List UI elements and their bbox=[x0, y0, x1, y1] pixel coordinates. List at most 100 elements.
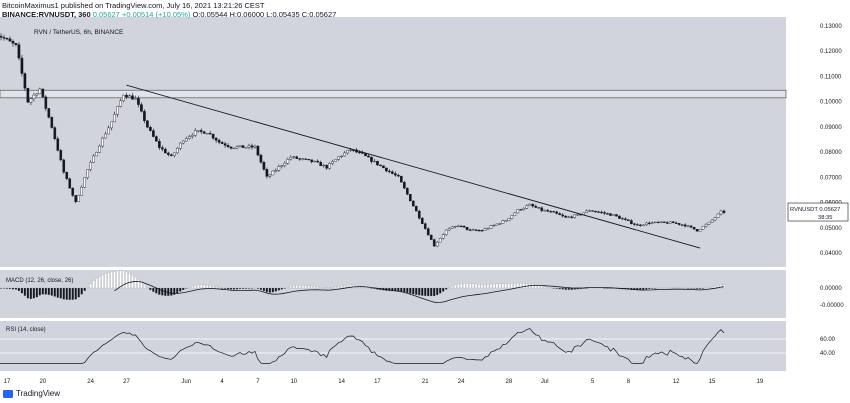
macd-histogram-bar bbox=[0, 287, 3, 289]
candle-body bbox=[116, 106, 119, 115]
candle-body bbox=[143, 111, 146, 121]
macd-histogram-bar bbox=[427, 287, 430, 297]
macd-histogram-bar bbox=[681, 287, 684, 289]
publish-info: BitcoinMaximus1 published on TradingView… bbox=[2, 1, 265, 10]
candle-body bbox=[226, 145, 230, 148]
candle-body bbox=[379, 164, 382, 167]
descending-trendline[interactable] bbox=[126, 84, 701, 249]
macd-histogram-bar bbox=[334, 286, 337, 289]
date-axis-tick: 12 bbox=[673, 379, 680, 385]
candle-body bbox=[573, 214, 576, 218]
macd-histogram-bar bbox=[209, 285, 212, 289]
candle-body bbox=[104, 133, 107, 139]
candle-body bbox=[549, 211, 553, 213]
candle-body bbox=[438, 238, 442, 243]
tradingview-brand[interactable]: TradingView bbox=[3, 389, 60, 398]
candle-body bbox=[633, 223, 636, 225]
candle-body bbox=[412, 200, 415, 207]
macd-histogram-bar bbox=[603, 287, 606, 289]
candle-body bbox=[564, 215, 567, 218]
rsi-line bbox=[0, 328, 725, 364]
rsi-pane[interactable] bbox=[0, 321, 786, 371]
macd-pane[interactable] bbox=[0, 270, 786, 318]
macd-histogram-bar bbox=[403, 287, 406, 293]
candle-body bbox=[164, 148, 167, 154]
price-pane[interactable] bbox=[0, 17, 786, 267]
candle-body bbox=[674, 222, 678, 224]
price-axis-tick: 0.08000 bbox=[820, 150, 842, 156]
candle-body bbox=[400, 175, 403, 183]
macd-histogram-bar bbox=[412, 287, 415, 295]
candle-body bbox=[83, 177, 86, 188]
candle-body bbox=[184, 138, 188, 142]
macd-histogram-bar bbox=[149, 287, 152, 290]
candle-body bbox=[668, 221, 672, 224]
macd-histogram-bar bbox=[86, 287, 89, 289]
candle-body bbox=[692, 227, 696, 230]
macd-histogram-bar bbox=[340, 285, 343, 289]
tradingview-logo-icon bbox=[3, 389, 13, 398]
date-axis-tick: 17 bbox=[374, 379, 381, 385]
candle-body bbox=[71, 187, 75, 196]
candle-body bbox=[202, 131, 206, 134]
candle-body bbox=[576, 214, 579, 216]
candle-body bbox=[591, 210, 594, 212]
candle-body bbox=[158, 141, 161, 148]
candle-body bbox=[262, 162, 266, 170]
macd-histogram-bar bbox=[501, 283, 505, 289]
macd-histogram-bar bbox=[50, 287, 53, 296]
macd-histogram-bar bbox=[424, 287, 427, 296]
candle-body bbox=[167, 152, 170, 155]
price-axis-tick: 0.07000 bbox=[820, 175, 842, 181]
macd-histogram-bar bbox=[113, 271, 116, 289]
candle-body bbox=[241, 145, 245, 148]
candle-body bbox=[695, 228, 699, 232]
macd-histogram-bar bbox=[206, 285, 209, 289]
macd-histogram-bar bbox=[549, 287, 552, 289]
candle-body bbox=[618, 215, 621, 219]
macd-axis-tick: 0.00000 bbox=[820, 286, 842, 292]
candle-body bbox=[486, 228, 490, 230]
candle-body bbox=[465, 227, 469, 230]
macd-histogram-bar bbox=[701, 287, 705, 289]
candle-body bbox=[134, 98, 137, 100]
candle-body bbox=[277, 166, 281, 171]
candle-body bbox=[665, 222, 669, 224]
candle-body bbox=[507, 218, 511, 221]
candle-body bbox=[534, 205, 538, 208]
macd-histogram-bar bbox=[253, 287, 257, 289]
macd-histogram-bar bbox=[477, 283, 481, 289]
candle-body bbox=[519, 209, 523, 211]
date-axis-area[interactable] bbox=[0, 374, 786, 386]
price-axis-area[interactable] bbox=[788, 17, 850, 371]
candle-body bbox=[474, 229, 478, 231]
candle-body bbox=[510, 215, 514, 219]
candle-body bbox=[80, 187, 83, 196]
candle-body bbox=[504, 220, 508, 222]
candle-body bbox=[495, 223, 499, 226]
macd-histogram-bar bbox=[687, 287, 690, 289]
candle-body bbox=[677, 223, 681, 225]
macd-histogram-bar bbox=[675, 287, 678, 289]
macd-histogram-bar bbox=[11, 287, 15, 290]
candle-body bbox=[175, 148, 179, 154]
date-axis-tick: 14 bbox=[338, 379, 345, 385]
macd-histogram-bar bbox=[226, 287, 230, 290]
candle-body bbox=[603, 212, 606, 214]
macd-histogram-bar bbox=[319, 287, 322, 289]
macd-histogram-bar bbox=[540, 286, 543, 289]
date-axis-tick: 27 bbox=[123, 379, 130, 385]
candle-body bbox=[238, 145, 242, 147]
candle-body bbox=[229, 146, 233, 149]
macd-histogram-bar bbox=[546, 287, 549, 289]
macd-histogram-bar bbox=[337, 286, 340, 289]
macd-histogram-bar bbox=[200, 284, 203, 289]
macd-histogram-bar bbox=[400, 287, 403, 292]
macd-histogram-bar bbox=[286, 287, 289, 289]
candle-body bbox=[155, 136, 158, 142]
candle-body bbox=[435, 241, 439, 247]
candle-body bbox=[334, 159, 337, 162]
candle-body bbox=[406, 187, 409, 195]
candle-body bbox=[50, 117, 54, 128]
